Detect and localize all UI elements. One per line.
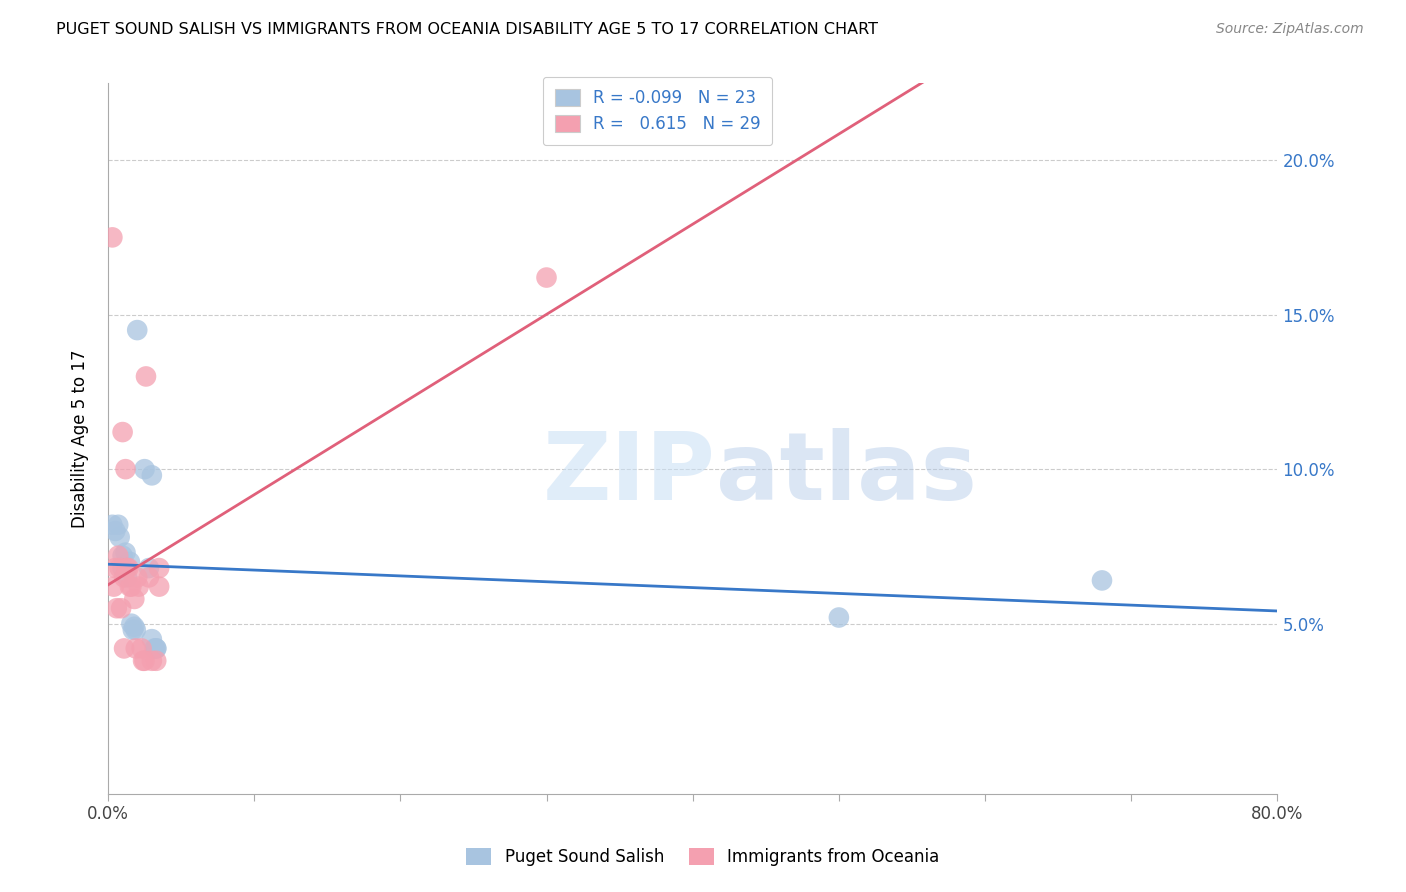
Point <box>111 549 134 563</box>
Legend: R = -0.099   N = 23, R =   0.615   N = 29: R = -0.099 N = 23, R = 0.615 N = 29 <box>543 77 772 145</box>
Point <box>127 323 149 337</box>
Point <box>103 580 125 594</box>
Point <box>128 580 150 594</box>
Point <box>145 641 167 656</box>
Text: atlas: atlas <box>716 428 977 520</box>
Point <box>118 555 141 569</box>
Point <box>112 570 135 584</box>
Text: PUGET SOUND SALISH VS IMMIGRANTS FROM OCEANIA DISABILITY AGE 5 TO 17 CORRELATION: PUGET SOUND SALISH VS IMMIGRANTS FROM OC… <box>56 22 879 37</box>
Point <box>105 601 128 615</box>
Point <box>148 580 170 594</box>
Point <box>120 616 142 631</box>
Point <box>536 270 558 285</box>
Point <box>1091 574 1114 588</box>
Point <box>138 561 160 575</box>
Point <box>118 580 141 594</box>
Legend: Puget Sound Salish, Immigrants from Oceania: Puget Sound Salish, Immigrants from Ocea… <box>458 840 948 875</box>
Point <box>104 561 127 575</box>
Point <box>108 561 131 575</box>
Point <box>134 462 156 476</box>
Point <box>141 632 163 647</box>
Point <box>115 570 138 584</box>
Point <box>115 561 138 575</box>
Point <box>114 546 136 560</box>
Point <box>145 654 167 668</box>
Point <box>101 517 124 532</box>
Point <box>131 641 153 656</box>
Y-axis label: Disability Age 5 to 17: Disability Age 5 to 17 <box>72 349 89 527</box>
Point <box>114 462 136 476</box>
Point <box>117 561 139 575</box>
Point <box>121 623 143 637</box>
Point <box>132 654 155 668</box>
Point <box>143 641 166 656</box>
Point <box>104 524 127 538</box>
Point <box>124 620 146 634</box>
Point <box>108 530 131 544</box>
Point <box>107 549 129 563</box>
Text: Source: ZipAtlas.com: Source: ZipAtlas.com <box>1216 22 1364 37</box>
Point <box>111 561 134 575</box>
Point <box>141 654 163 668</box>
Point <box>111 425 134 439</box>
Point <box>138 570 160 584</box>
Point <box>107 517 129 532</box>
Point <box>120 580 142 594</box>
Point <box>148 561 170 575</box>
Point <box>134 654 156 668</box>
Point <box>141 468 163 483</box>
Point <box>124 591 146 606</box>
Text: ZIP: ZIP <box>543 428 716 520</box>
Point <box>112 641 135 656</box>
Point <box>828 610 851 624</box>
Point <box>127 570 149 584</box>
Point <box>145 641 167 656</box>
Point <box>125 623 148 637</box>
Point <box>135 369 157 384</box>
Point <box>125 641 148 656</box>
Point <box>101 230 124 244</box>
Point <box>110 601 132 615</box>
